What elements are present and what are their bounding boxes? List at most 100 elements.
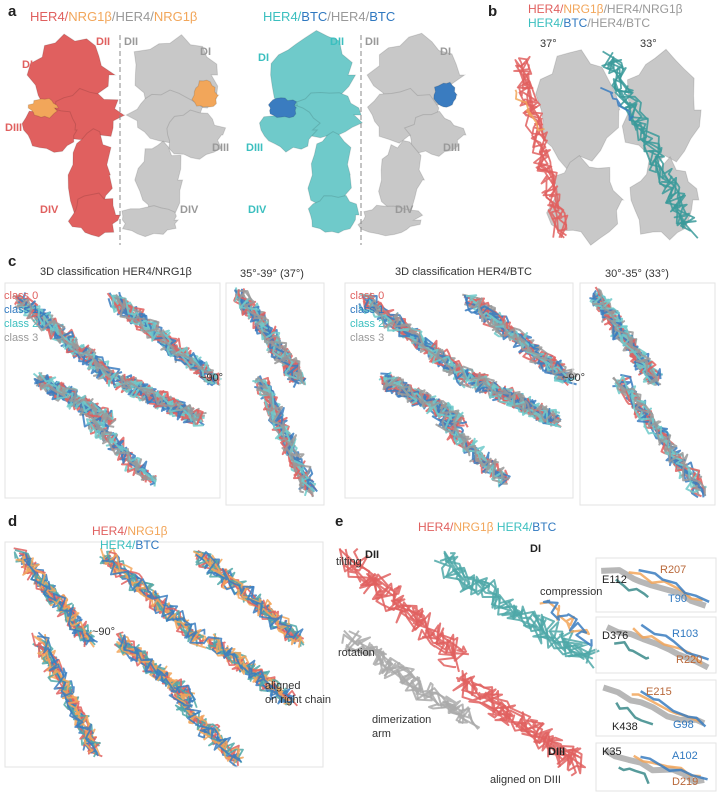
residue: R103 bbox=[672, 628, 698, 640]
structure-shape bbox=[614, 641, 650, 660]
domain-label: DI bbox=[258, 52, 269, 64]
structure-shape bbox=[27, 97, 60, 119]
structure-shape bbox=[601, 567, 707, 609]
structure-shape bbox=[307, 194, 360, 234]
domain-label: DIII bbox=[246, 142, 263, 154]
class-label: class 1 bbox=[4, 304, 38, 316]
structure-shape bbox=[618, 766, 650, 785]
domain-label: DIV bbox=[180, 204, 199, 216]
structure-shape bbox=[603, 747, 705, 785]
structure-shape bbox=[638, 568, 710, 603]
domain-label: DI bbox=[200, 46, 211, 58]
structure-shape bbox=[433, 81, 459, 108]
structure-shape bbox=[357, 204, 424, 237]
structure-shape bbox=[39, 383, 112, 422]
structure-shape bbox=[615, 578, 650, 599]
structure-shape bbox=[202, 636, 294, 703]
structure-shape bbox=[614, 381, 706, 496]
map-title: HER4/NRG1β/HER4/NRG1β bbox=[30, 9, 197, 24]
subtitle: 3D classification HER4/BTC bbox=[395, 266, 532, 278]
structure-shape bbox=[640, 690, 707, 728]
class-label: class 3 bbox=[350, 332, 384, 344]
structure-shape bbox=[21, 108, 78, 153]
domain-label: DI bbox=[440, 46, 451, 58]
title: HER4/NRG1β/HER4/NRG1β bbox=[528, 2, 683, 16]
structure-shape bbox=[514, 89, 545, 132]
motion-label: tilting bbox=[336, 556, 362, 568]
class-label: class 0 bbox=[4, 290, 38, 302]
residue: K35 bbox=[602, 746, 622, 758]
note: on right chain bbox=[265, 694, 331, 706]
structure-shape bbox=[640, 623, 709, 661]
structure-shape bbox=[592, 290, 659, 385]
structure-shape bbox=[474, 372, 557, 424]
domain-label: DIII bbox=[5, 122, 22, 134]
angle-range: 35°-39° (37°) bbox=[240, 268, 304, 280]
class-label: class 1 bbox=[350, 304, 384, 316]
panel-label: e bbox=[335, 513, 343, 530]
structures bbox=[12, 29, 710, 785]
frame bbox=[595, 742, 717, 792]
panel-label: a bbox=[8, 3, 17, 20]
structure-shape bbox=[121, 205, 180, 238]
structure-shape bbox=[628, 571, 703, 602]
frame bbox=[4, 541, 324, 768]
frame bbox=[344, 282, 574, 499]
panel-label: d bbox=[8, 513, 17, 530]
domain-label: DI bbox=[530, 543, 541, 555]
structure-shape bbox=[239, 298, 303, 382]
structure-shape bbox=[602, 50, 687, 229]
domain-label: DIII bbox=[212, 142, 229, 154]
structure-shape bbox=[115, 293, 216, 378]
motion-label: arm bbox=[372, 728, 391, 740]
structure-shape bbox=[384, 374, 468, 425]
map-title: HER4/BTC/HER4/BTC bbox=[263, 9, 395, 24]
class-label: class 0 bbox=[350, 290, 384, 302]
residue: A102 bbox=[672, 750, 698, 762]
structure-shape bbox=[102, 559, 204, 644]
angle: 33° bbox=[640, 38, 657, 50]
frame bbox=[595, 679, 717, 737]
structure-shape bbox=[605, 624, 710, 671]
domain-label: DII bbox=[365, 36, 379, 48]
structure-shape bbox=[120, 376, 198, 426]
motion-label: rotation bbox=[338, 647, 375, 659]
title: HER4/BTC/HER4/BTC bbox=[528, 16, 650, 30]
residue: E112 bbox=[602, 574, 627, 586]
domain-label: DIV bbox=[395, 204, 414, 216]
structure-shape bbox=[618, 375, 696, 488]
domain-label: DIII bbox=[443, 142, 460, 154]
structure-shape bbox=[640, 755, 708, 781]
rotation-label: ~90° bbox=[562, 372, 585, 384]
residue: R207 bbox=[660, 564, 686, 576]
structure-shape bbox=[267, 97, 298, 119]
domain-label: DII bbox=[330, 36, 344, 48]
frame bbox=[4, 282, 221, 499]
motion-label: dimerization bbox=[372, 714, 431, 726]
class-label: class 2 bbox=[4, 318, 38, 330]
structure-shape bbox=[119, 634, 196, 705]
panel-label: b bbox=[488, 3, 497, 20]
residue: T90 bbox=[668, 593, 687, 605]
residue: E215 bbox=[646, 686, 672, 698]
structure-shape bbox=[14, 298, 113, 379]
structure-shape bbox=[441, 412, 510, 481]
domain-label: DIII bbox=[548, 746, 565, 758]
rotation-label: ~90° bbox=[200, 372, 223, 384]
structure-shape bbox=[37, 635, 99, 755]
domain-label: DI bbox=[22, 59, 33, 71]
residue: R220 bbox=[676, 654, 702, 666]
structure-shape bbox=[439, 555, 598, 660]
structure-shape bbox=[521, 59, 560, 238]
structure-shape bbox=[452, 676, 583, 775]
frame bbox=[579, 282, 716, 506]
class-label: class 2 bbox=[350, 318, 384, 330]
frame bbox=[225, 282, 325, 506]
structure-shape bbox=[383, 376, 461, 426]
residue: K438 bbox=[612, 721, 638, 733]
structure-shape bbox=[236, 290, 304, 383]
structure-shape bbox=[166, 109, 227, 160]
structure-shape bbox=[42, 640, 101, 745]
structure-shape bbox=[468, 297, 575, 381]
